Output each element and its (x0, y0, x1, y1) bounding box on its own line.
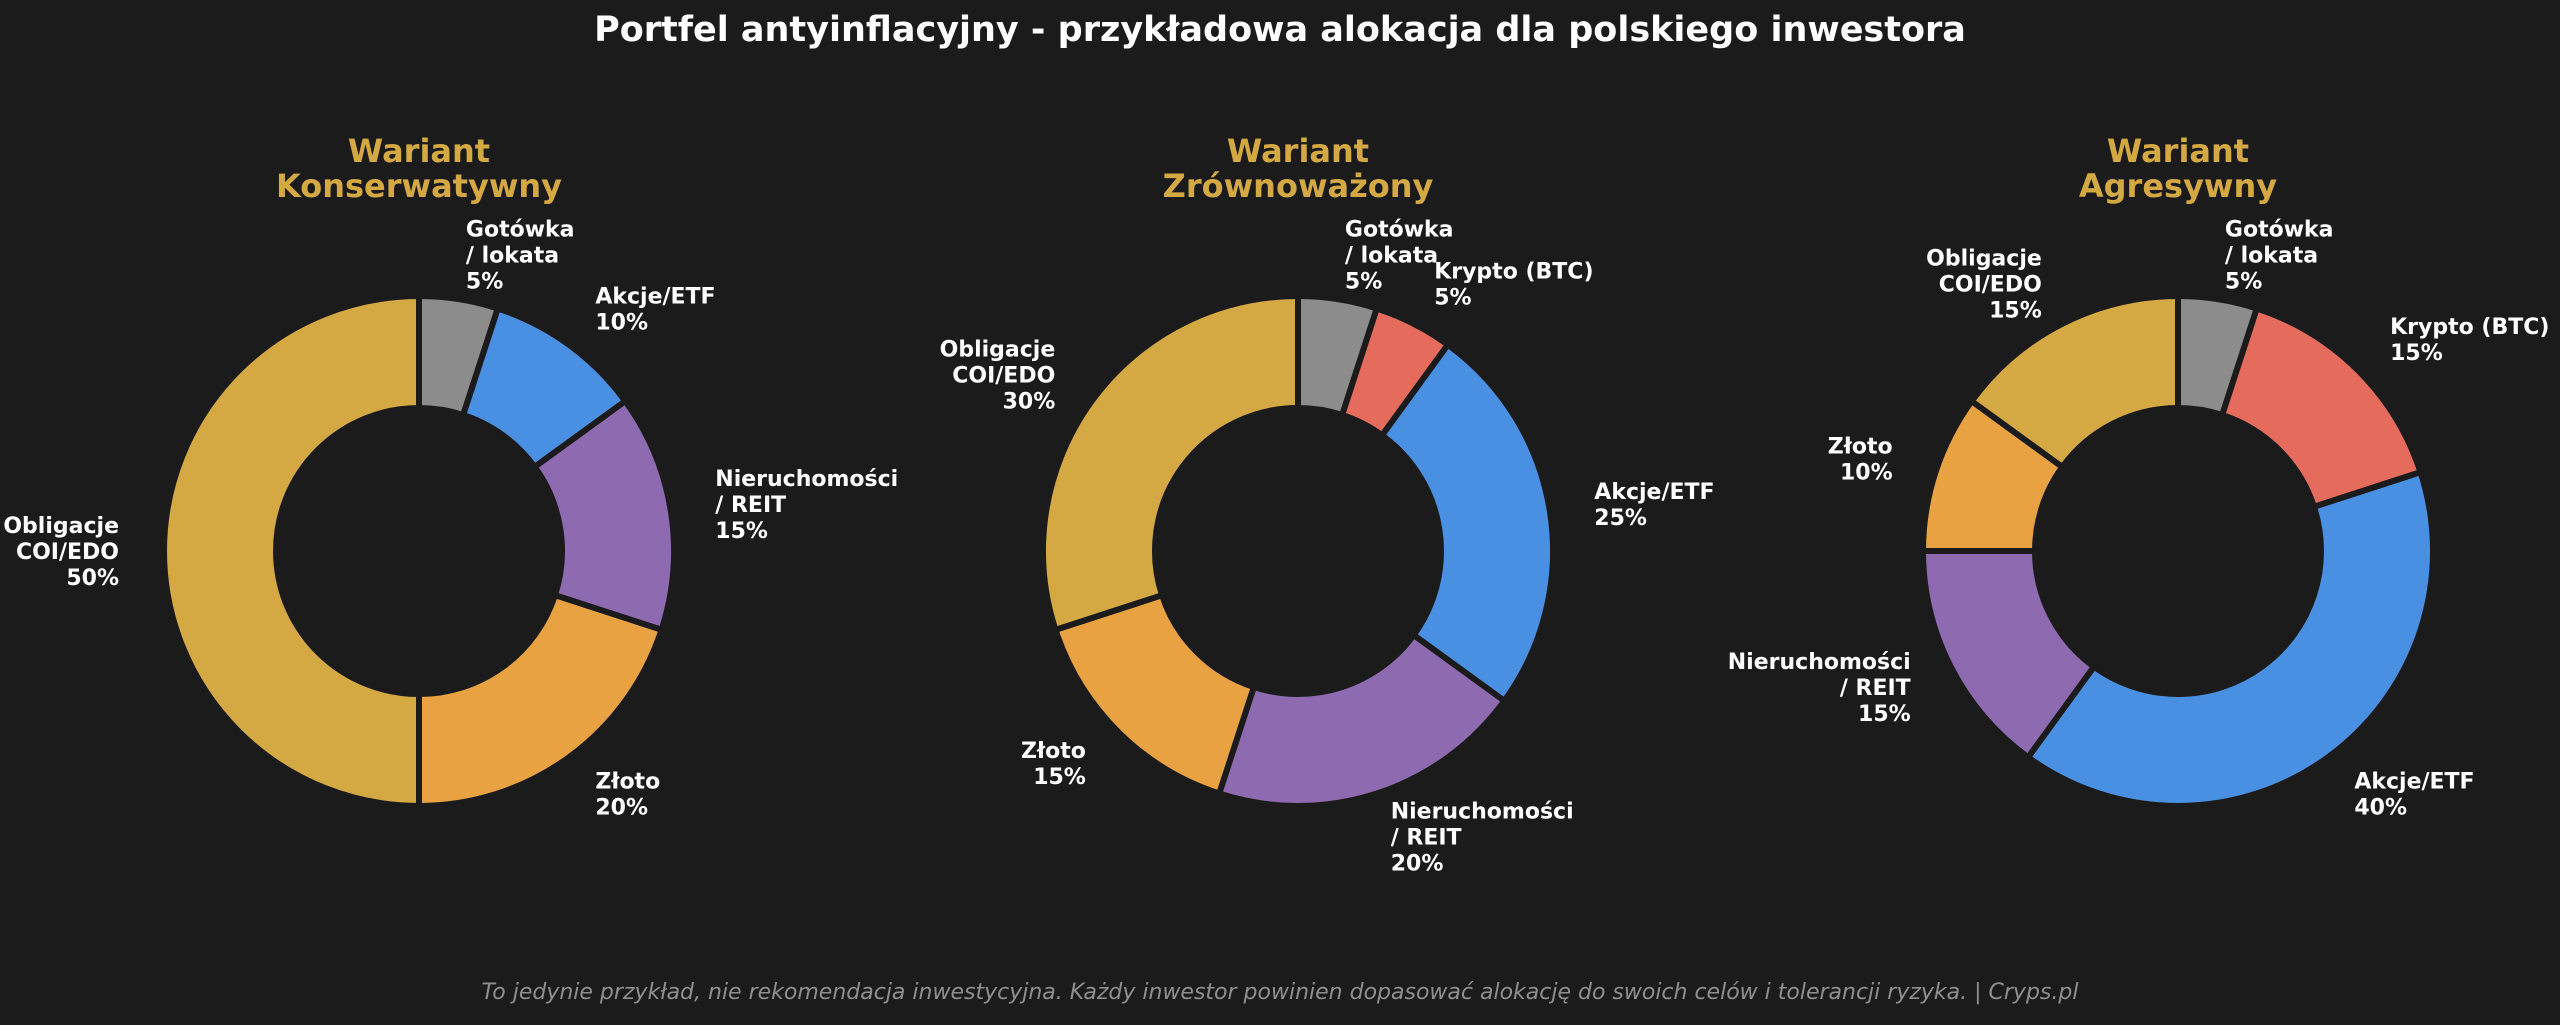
slice-label-obligacje: Obligacje COI/EDO 50% (3, 514, 119, 591)
slice-label-nieruchomosci: Nieruchomości / REIT 20% (1391, 799, 1574, 876)
slice-label-gotowka: Gotówka / lokata 5% (2225, 218, 2334, 295)
slice-label-gotowka: Gotówka / lokata 5% (466, 218, 575, 295)
slice-label-obligacje: Obligacje COI/EDO 15% (1926, 247, 2042, 324)
slice-label-krypto: Krypto (BTC) 15% (2390, 315, 2549, 366)
slice-label-nieruchomosci: Nieruchomości / REIT 15% (1728, 650, 1911, 727)
slice-label-akcje: Akcje/ETF 40% (2354, 770, 2474, 821)
slice-nieruchomosci (530, 396, 677, 634)
donut-chart-2: Wariant Zrównoważony Gotówka / lokata 5% Kryp… (940, 132, 1715, 876)
slice-zloto (416, 591, 666, 810)
donut-chart-1: Wariant Konserwatywny Gotówka / lokata 5% Akc… (3, 132, 898, 821)
slice-nieruchomosci (1919, 548, 2099, 762)
slice-nieruchomosci (1215, 630, 1509, 809)
chart-subtitle: Wariant Zrównoważony (1163, 132, 1434, 205)
disclaimer-footer: To jedynie przykład, nie rekomendacja in… (481, 980, 2079, 1005)
slice-label-zloto: Złoto 10% (1828, 434, 1893, 485)
slice-label-obligacje: Obligacje COI/EDO 30% (940, 338, 1056, 415)
slice-label-nieruchomosci: Nieruchomości / REIT 15% (715, 467, 898, 544)
slice-label-zloto: Złoto 15% (1021, 739, 1086, 790)
chart-subtitle: Wariant Agresywny (2079, 132, 2277, 205)
donut-chart-3: Wariant Agresywny Gotówka / lokata 5% Krypto … (1728, 132, 2550, 821)
chart-subtitle: Wariant Konserwatywny (276, 132, 562, 205)
slice-label-gotowka: Gotówka / lokata 5% (1345, 218, 1454, 295)
slice-akcje (2023, 468, 2436, 809)
slice-krypto (2218, 304, 2425, 511)
slice-akcje (1377, 340, 1556, 706)
slice-label-krypto: Krypto (BTC) 5% (1434, 260, 1593, 311)
chart-title: Portfel antyinflacyjny - przykładowa alo… (594, 10, 1966, 50)
slice-label-zloto: Złoto 20% (595, 770, 660, 821)
slice-obligacje (1967, 292, 2181, 472)
slice-label-akcje: Akcje/ETF 25% (1594, 480, 1714, 531)
slice-obligacje (161, 292, 422, 810)
slice-zloto (1051, 591, 1258, 798)
slice-obligacje (1040, 292, 1301, 634)
slice-label-akcje: Akcje/ETF 10% (595, 284, 715, 335)
